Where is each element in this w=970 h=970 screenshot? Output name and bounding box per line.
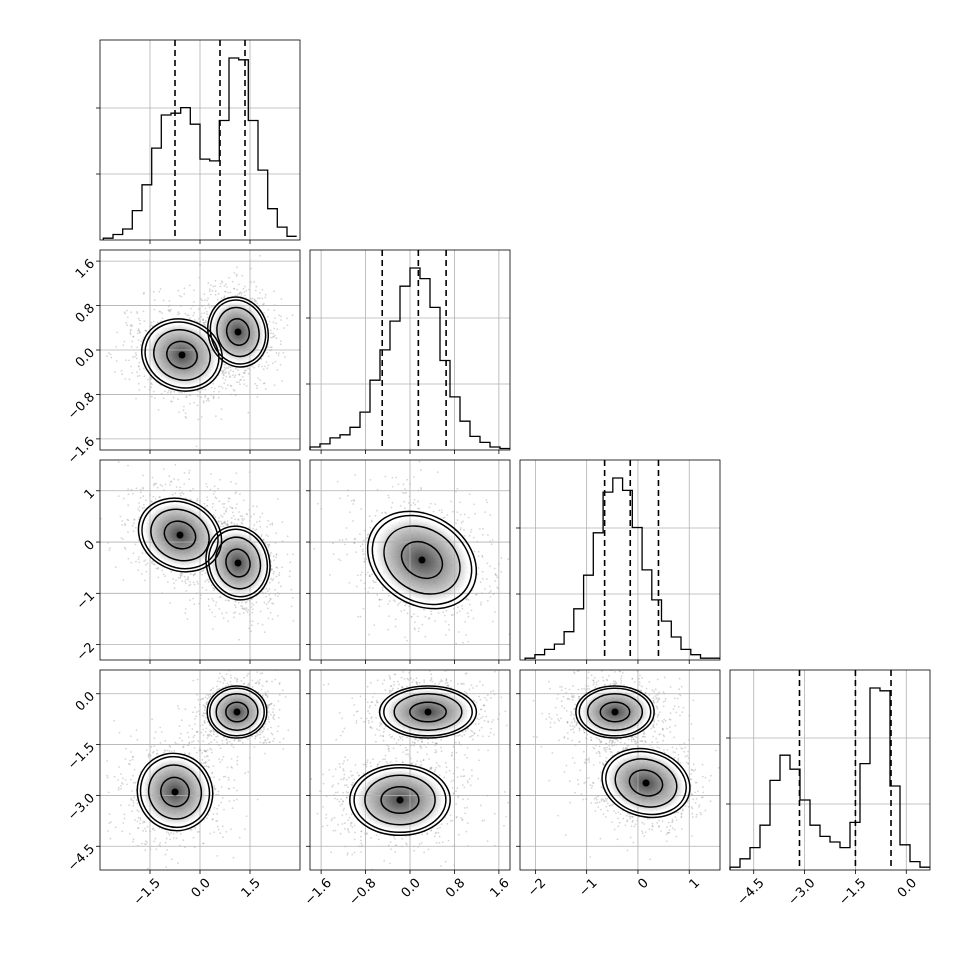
- contour-2-0-b1-l0: [225, 548, 251, 578]
- panel-3-2-density: [532, 670, 720, 861]
- peak-3-2-b1: [611, 708, 619, 716]
- peak-3-1-b0: [396, 796, 404, 804]
- contour-3-1-b0-l0: [380, 785, 420, 815]
- xtick-label-1-2: 0.0: [399, 876, 424, 901]
- contour-3-2-b0-l1: [614, 758, 678, 808]
- panel-2-1-density: [313, 460, 510, 645]
- ytick-label-3-2: −1.5: [65, 740, 98, 773]
- xtick-label-0-1: 0.0: [189, 876, 214, 901]
- ytick-label-2-3: 1: [82, 486, 98, 502]
- contour-3-0-b1-l3: [206, 685, 268, 739]
- xtick-label-3-1: −3.0: [785, 876, 818, 909]
- xtick-label-3-3: 0.0: [895, 876, 920, 901]
- xtick-label-2-1: −1: [576, 876, 600, 900]
- peak-1-0-b1: [234, 328, 242, 336]
- panel-3-1-density: [310, 670, 510, 870]
- contour-3-0-b1-l1: [215, 693, 259, 731]
- peak-2-1-b0: [418, 556, 426, 564]
- contour-2-0-b0-l2: [141, 500, 219, 570]
- xtick-label-0-0: −1.5: [131, 876, 164, 909]
- xtick-label-3-2: −1.5: [836, 876, 869, 909]
- xtick-label-3-0: −4.5: [735, 876, 768, 909]
- histogram-0: [102, 57, 297, 240]
- peak-1-0-b0: [178, 351, 186, 359]
- contour-3-2-b1-l0: [599, 701, 631, 723]
- contour-2-1-b0-l2: [371, 514, 473, 606]
- panel-frame-3-2: [519, 669, 721, 871]
- contour-3-0-b1-l2: [209, 687, 265, 737]
- contour-2-1-b0-l3: [366, 510, 478, 610]
- ytick-label-3-1: −3.0: [65, 791, 98, 824]
- contour-1-0-b1-l3: [207, 296, 269, 368]
- peak-3-1-b1: [424, 708, 432, 716]
- xtick-label-2-0: −2: [525, 876, 549, 900]
- contour-1-0-b0-l0: [166, 340, 198, 370]
- histogram-1: [309, 267, 510, 450]
- histogram-3: [729, 687, 930, 870]
- peak-3-2-b0: [642, 779, 650, 787]
- contour-3-1-b1-l0: [409, 701, 447, 723]
- frames-layer: [99, 39, 931, 871]
- ytick-label-3-0: −4.5: [65, 842, 98, 875]
- contour-2-0-b0-l0: [163, 520, 197, 550]
- contour-3-0-b0-l0: [160, 776, 190, 808]
- xtick-label-1-3: 0.8: [443, 876, 468, 901]
- peak-3-0-b1: [233, 708, 241, 716]
- xtick-label-0-2: 1.5: [239, 876, 264, 901]
- ytick-label-2-0: −2: [74, 640, 98, 664]
- contour-1-0-b0-l2: [144, 321, 220, 389]
- peak-2-0-b1: [234, 559, 242, 567]
- contour-3-2-b0-l2: [605, 750, 687, 816]
- contour-3-0-b0-l3: [136, 752, 214, 832]
- panel-frame-2-2: [519, 459, 721, 661]
- contour-2-1-b0-l0: [400, 540, 444, 580]
- ytick-label-2-2: 0: [82, 537, 98, 553]
- ytick-label-2-1: −1: [74, 589, 98, 613]
- contour-3-1-b0-l2: [353, 766, 447, 834]
- peak-2-0-b0: [176, 531, 184, 539]
- contour-3-1-b1-l2: [383, 687, 473, 737]
- contour-1-0-b1-l0: [225, 318, 251, 346]
- contour-1-0-b0-l1: [153, 329, 211, 381]
- contour-1-0-b1-l2: [209, 299, 267, 365]
- contour-3-2-b0-l3: [601, 747, 691, 819]
- ytick-label-1-2: 0.0: [73, 345, 98, 370]
- contour-3-2-b0-l0: [628, 769, 664, 797]
- contour-2-0-b1-l1: [214, 536, 262, 590]
- contour-1-0-b1-l1: [216, 306, 260, 358]
- marks-layer: [102, 40, 930, 870]
- panel-1-0-density: [106, 254, 294, 448]
- panel-frame-3-3: [729, 669, 931, 871]
- contour-3-0-b0-l2: [139, 755, 211, 829]
- ytick-label-1-1: −0.8: [65, 390, 98, 423]
- contour-3-2-b1-l3: [575, 685, 655, 739]
- grid-layer: [100, 40, 930, 870]
- xtick-label-2-3: 1: [687, 876, 703, 892]
- contour-3-1-b1-l1: [393, 693, 463, 731]
- contour-2-0-b1-l3: [205, 525, 271, 601]
- xtick-label-2-2: 0: [635, 876, 651, 892]
- xtick-label-1-0: −1.6: [302, 876, 335, 909]
- histogram-2: [524, 477, 720, 660]
- contour-3-2-b1-l2: [578, 687, 652, 737]
- ytick-label-3-3: 0.0: [73, 689, 98, 714]
- contour-3-0-b1-l0: [225, 701, 249, 723]
- contour-3-1-b1-l3: [378, 685, 478, 739]
- contour-2-1-b0-l1: [383, 525, 461, 595]
- contour-3-1-b0-l3: [349, 763, 451, 837]
- xtick-label-1-4: 1.6: [488, 876, 513, 901]
- xtick-label-1-1: −0.8: [346, 876, 379, 909]
- ytick-label-1-3: 0.8: [73, 301, 98, 326]
- contour-2-0-b0-l3: [137, 497, 223, 573]
- contour-3-1-b0-l1: [364, 774, 436, 826]
- contour-1-0-b0-l3: [140, 318, 224, 392]
- ytick-label-1-0: −1.6: [65, 434, 98, 467]
- contour-2-0-b1-l2: [207, 528, 269, 598]
- ytick-label-1-4: 1.6: [73, 257, 98, 282]
- peak-3-0-b0: [171, 788, 179, 796]
- contour-3-2-b1-l1: [586, 693, 644, 731]
- contour-3-0-b0-l1: [147, 764, 203, 820]
